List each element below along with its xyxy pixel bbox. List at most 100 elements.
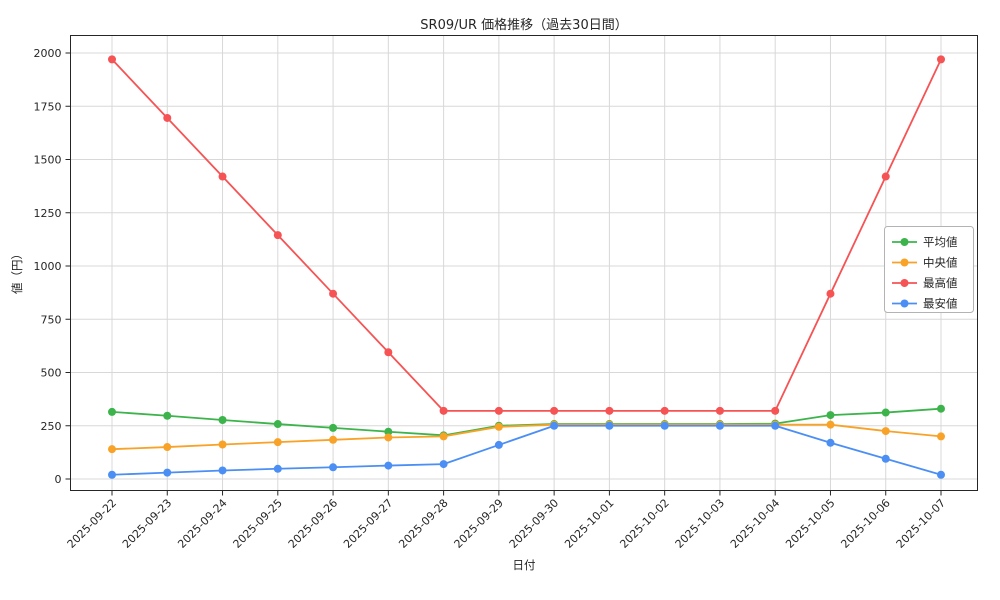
legend-label: 中央値	[923, 256, 958, 270]
data-point	[937, 55, 945, 64]
legend-marker	[900, 299, 909, 308]
x-tick-label: 2025-10-03	[673, 496, 727, 550]
x-tick-label: 2025-10-06	[838, 496, 892, 550]
data-point	[108, 55, 116, 64]
x-tick-label: 2025-09-26	[286, 496, 340, 550]
data-point	[550, 406, 559, 415]
x-tick-label: 2025-09-24	[175, 496, 229, 550]
data-point	[881, 172, 890, 181]
data-point	[660, 421, 669, 430]
legend-marker	[900, 238, 909, 246]
data-point	[660, 406, 669, 415]
data-point	[163, 113, 172, 122]
data-point	[439, 460, 448, 469]
data-point	[218, 415, 227, 424]
data-point	[826, 438, 835, 447]
data-point	[218, 172, 227, 181]
series-avg	[108, 404, 945, 440]
data-point	[771, 406, 780, 415]
data-point	[494, 406, 503, 415]
data-point	[273, 420, 282, 429]
grid	[70, 35, 978, 491]
data-point	[605, 406, 614, 415]
x-tick-label: 2025-09-28	[396, 496, 450, 550]
y-tick-label: 1000	[34, 260, 62, 273]
data-point	[329, 289, 338, 298]
x-tick-label: 2025-09-25	[231, 496, 285, 550]
data-point	[163, 443, 172, 452]
y-tick-label: 750	[41, 313, 62, 326]
x-tick-label: 2025-09-29	[452, 496, 506, 550]
data-point	[494, 440, 503, 449]
legend-item-max: 最高値	[892, 276, 958, 290]
x-tick-label: 2025-09-23	[120, 496, 174, 550]
data-point	[108, 445, 116, 454]
y-tick-label: 2000	[34, 47, 62, 60]
legend-item-avg: 平均値	[892, 235, 958, 249]
data-point	[384, 433, 393, 442]
series-line	[111, 407, 942, 437]
data-point	[218, 466, 227, 475]
data-point	[494, 422, 503, 431]
data-point	[273, 231, 282, 240]
y-tick-label: 500	[41, 367, 62, 380]
data-point	[329, 435, 338, 444]
x-tick-label: 2025-09-22	[65, 496, 119, 550]
data-point	[439, 406, 448, 415]
series-line	[111, 58, 942, 412]
x-tick-label: 2025-09-30	[507, 496, 561, 550]
data-point	[218, 440, 227, 449]
legend-box	[884, 226, 974, 313]
legend-label: 最高値	[923, 276, 958, 290]
data-point	[937, 470, 945, 479]
data-point	[881, 454, 890, 463]
y-tick-label: 1250	[34, 207, 62, 220]
plot-border	[70, 35, 978, 491]
axis-ticks	[65, 52, 942, 496]
x-tick-label: 2025-10-07	[894, 496, 948, 550]
data-point	[826, 289, 835, 298]
series-min	[108, 421, 945, 479]
x-tick-label: 2025-10-05	[783, 496, 837, 550]
x-tick-label: 2025-10-01	[562, 496, 616, 550]
data-point	[108, 470, 116, 479]
legend-item-median: 中央値	[892, 256, 958, 270]
data-point	[329, 463, 338, 472]
y-tick-label: 1750	[34, 100, 62, 113]
chart-title: SR09/UR 価格推移（過去30日間）	[420, 18, 628, 33]
x-tick-label: 2025-10-04	[728, 496, 782, 550]
data-point	[937, 404, 945, 413]
x-axis-label: 日付	[512, 558, 536, 572]
data-point	[384, 348, 393, 357]
data-point	[826, 411, 835, 420]
data-point	[273, 464, 282, 473]
legend-label: 最安値	[923, 297, 958, 311]
data-point	[163, 468, 172, 477]
data-point	[329, 423, 338, 432]
data-point	[605, 421, 614, 430]
x-tick-label: 2025-09-27	[341, 496, 395, 550]
data-point	[384, 427, 393, 436]
data-point	[881, 408, 890, 417]
data-point	[108, 407, 116, 416]
data-point	[439, 432, 448, 441]
legend-item-min: 最安値	[892, 297, 958, 311]
x-tick-label: 2025-10-02	[617, 496, 671, 550]
series-line	[111, 423, 942, 451]
legend-label: 平均値	[923, 235, 958, 249]
data-point	[881, 427, 890, 436]
data-point	[715, 406, 724, 415]
y-axis-label: 値（円）	[10, 248, 24, 294]
data-point	[163, 411, 172, 420]
y-tick-label: 1500	[34, 154, 62, 167]
data-point	[771, 421, 780, 430]
data-point	[937, 432, 945, 441]
y-tick-label: 0	[55, 473, 62, 486]
series-max	[108, 55, 945, 415]
data-point	[715, 421, 724, 430]
data-point	[550, 421, 559, 430]
series-line	[111, 424, 942, 476]
data-point	[384, 461, 393, 470]
